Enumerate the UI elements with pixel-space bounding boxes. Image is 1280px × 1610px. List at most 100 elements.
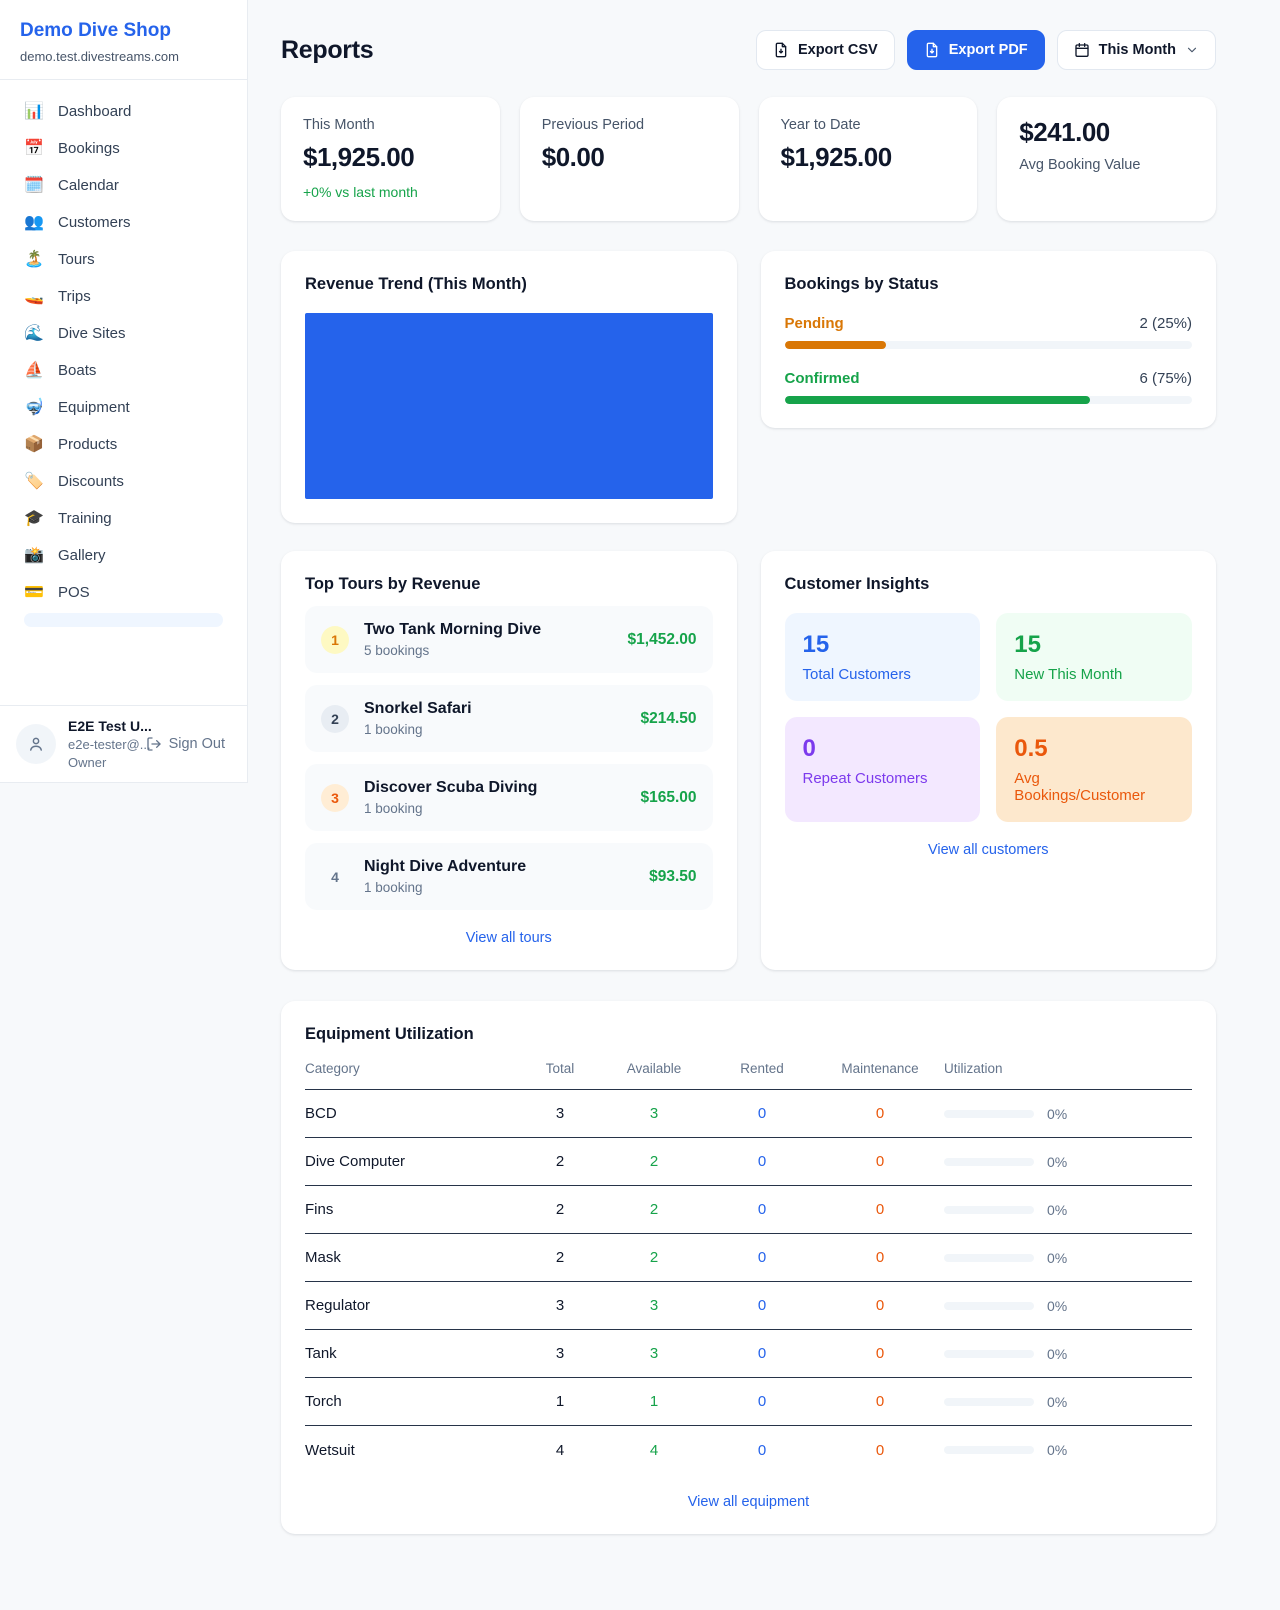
sidebar-item-trips[interactable]: 🚤 Trips	[12, 278, 235, 315]
top-tours-card: Top Tours by Revenue 1 Two Tank Morning …	[281, 551, 737, 970]
sidebar-nav: 📊 Dashboard 📅 Bookings 🗓️ Calendar 👥 Cus…	[0, 80, 247, 705]
insight-tile-avg-bookings: 0.5 Avg Bookings/Customer	[996, 717, 1192, 822]
sidebar-item-discounts[interactable]: 🏷️ Discounts	[12, 463, 235, 500]
sailboat-icon: ⛵	[24, 361, 44, 379]
shop-name: Demo Dive Shop	[20, 20, 171, 41]
sidebar: Demo Dive Shop demo.test.divestreams.com…	[0, 0, 248, 783]
revenue-trend-title: Revenue Trend (This Month)	[305, 275, 527, 293]
sign-out-button[interactable]: Sign Out	[140, 735, 231, 753]
tag-icon: 🏷️	[24, 472, 44, 490]
cell-total: 3	[555, 1105, 565, 1122]
tour-revenue: $93.50	[649, 867, 697, 885]
status-count: 2 (25%)	[1139, 315, 1192, 332]
sidebar-item-gallery[interactable]: 📸 Gallery	[12, 537, 235, 574]
diving-mask-icon: 🤿	[24, 398, 44, 416]
cell-rented: 0	[757, 1441, 767, 1459]
cell-maintenance: 0	[875, 1201, 885, 1218]
sidebar-item-tours[interactable]: 🏝️ Tours	[12, 241, 235, 278]
bookings-by-status-card: Bookings by Status Pending 2 (25%) Confi…	[760, 251, 1216, 428]
cell-maintenance: 0	[875, 1441, 885, 1459]
cell-available: 2	[649, 1201, 659, 1218]
cell-category: Torch	[305, 1393, 342, 1410]
period-dropdown[interactable]: This Month	[1056, 30, 1216, 70]
stat-cards: This Month $1,925.00 +0% vs last month P…	[281, 97, 1216, 221]
utilization-bar	[944, 1253, 1034, 1262]
view-all-customers-link[interactable]: View all customers	[927, 842, 1049, 858]
cell-category: Fins	[305, 1201, 334, 1218]
tour-name: Snorkel Safari	[364, 700, 472, 717]
sidebar-item-clipped-active[interactable]	[24, 613, 223, 627]
sidebar-item-equipment[interactable]: 🤿 Equipment	[12, 389, 235, 426]
view-all-tours-link[interactable]: View all tours	[465, 930, 552, 946]
insight-value: 15	[802, 631, 830, 658]
shop-header: Demo Dive Shop demo.test.divestreams.com	[0, 0, 247, 80]
sidebar-item-training[interactable]: 🎓 Training	[12, 500, 235, 537]
tour-row[interactable]: 1 Two Tank Morning Dive 5 bookings $1,45…	[305, 606, 713, 673]
cell-maintenance: 0	[875, 1297, 885, 1314]
tour-row[interactable]: 2 Snorkel Safari 1 booking $214.50	[305, 685, 713, 752]
cell-maintenance: 0	[875, 1105, 885, 1122]
stat-card-year-to-date: Year to Date $1,925.00	[758, 97, 978, 221]
table-row: Regulator 3 3 0 0 0%	[305, 1282, 1192, 1330]
utilization-bar	[944, 1446, 1034, 1454]
utilization-bar	[944, 1397, 1034, 1406]
tour-row[interactable]: 4 Night Dive Adventure 1 booking $93.50	[305, 843, 713, 910]
rank-badge: 3	[321, 783, 349, 812]
sidebar-item-pos[interactable]: 💳 POS	[12, 574, 235, 611]
column-header-total: Total	[545, 1061, 575, 1076]
rank-badge: 1	[321, 625, 349, 654]
utilization-percent: 0%	[1047, 1249, 1068, 1266]
insight-value: 0.5	[1014, 735, 1048, 762]
user-panel: E2E Test U... e2e-tester@... Owner Sign …	[0, 705, 247, 782]
column-header-utilization: Utilization	[944, 1061, 1003, 1076]
sign-out-icon	[146, 737, 161, 751]
insight-label: New This Month	[1014, 666, 1123, 683]
insight-tile-total-customers: 15 Total Customers	[784, 613, 981, 701]
user-role: Owner	[68, 755, 107, 770]
status-progress-track	[784, 396, 1192, 404]
sidebar-item-label: Gallery	[58, 547, 106, 564]
status-count: 6 (75%)	[1139, 370, 1192, 387]
sidebar-item-calendar[interactable]: 🗓️ Calendar	[12, 167, 235, 204]
file-download-icon	[926, 42, 938, 58]
sidebar-item-customers[interactable]: 👥 Customers	[12, 204, 235, 241]
cell-category: BCD	[305, 1105, 337, 1122]
person-icon	[30, 737, 42, 751]
cell-rented: 0	[757, 1153, 767, 1170]
tour-name: Discover Scuba Diving	[364, 779, 538, 796]
cell-total: 4	[555, 1441, 565, 1459]
sidebar-item-dive-sites[interactable]: 🌊 Dive Sites	[12, 315, 235, 352]
main-content: Reports Export CSV Export PDF This Month…	[248, 0, 1280, 1534]
export-pdf-button[interactable]: Export PDF	[906, 30, 1045, 70]
sidebar-item-dashboard[interactable]: 📊 Dashboard	[12, 93, 235, 130]
tour-name: Night Dive Adventure	[364, 858, 527, 875]
tour-row[interactable]: 3 Discover Scuba Diving 1 booking $165.0…	[305, 764, 713, 831]
sidebar-item-label: Dive Sites	[58, 325, 126, 342]
bookings-by-status-title: Bookings by Status	[784, 275, 939, 293]
calendar-icon	[1075, 43, 1089, 57]
cell-rented: 0	[757, 1393, 767, 1410]
sidebar-item-label: Bookings	[58, 140, 120, 157]
stat-card-this-month: This Month $1,925.00 +0% vs last month	[281, 97, 500, 221]
graduation-cap-icon: 🎓	[24, 509, 44, 527]
table-row: Wetsuit 4 4 0 0 0%	[305, 1426, 1192, 1474]
cell-rented: 0	[757, 1201, 767, 1218]
cell-total: 3	[555, 1297, 565, 1314]
export-csv-button[interactable]: Export CSV	[755, 30, 895, 70]
sidebar-item-products[interactable]: 📦 Products	[12, 426, 235, 463]
stat-card-previous-period: Previous Period $0.00	[519, 97, 739, 221]
status-label: Confirmed	[784, 370, 860, 387]
view-all-equipment-link[interactable]: View all equipment	[687, 1494, 810, 1510]
stat-label: Avg Booking Value	[1019, 157, 1141, 173]
cell-available: 4	[649, 1441, 659, 1459]
status-row-pending: Pending 2 (25%)	[784, 315, 1192, 349]
credit-card-icon: 💳	[24, 583, 44, 601]
sidebar-item-bookings[interactable]: 📅 Bookings	[12, 130, 235, 167]
rank-badge: 4	[331, 868, 339, 885]
cell-available: 2	[649, 1249, 659, 1266]
cell-available: 3	[649, 1297, 659, 1314]
cell-available: 3	[649, 1345, 659, 1362]
cell-available: 3	[649, 1105, 659, 1122]
insight-label: Avg Bookings/Customer	[1014, 770, 1146, 804]
sidebar-item-boats[interactable]: ⛵ Boats	[12, 352, 235, 389]
